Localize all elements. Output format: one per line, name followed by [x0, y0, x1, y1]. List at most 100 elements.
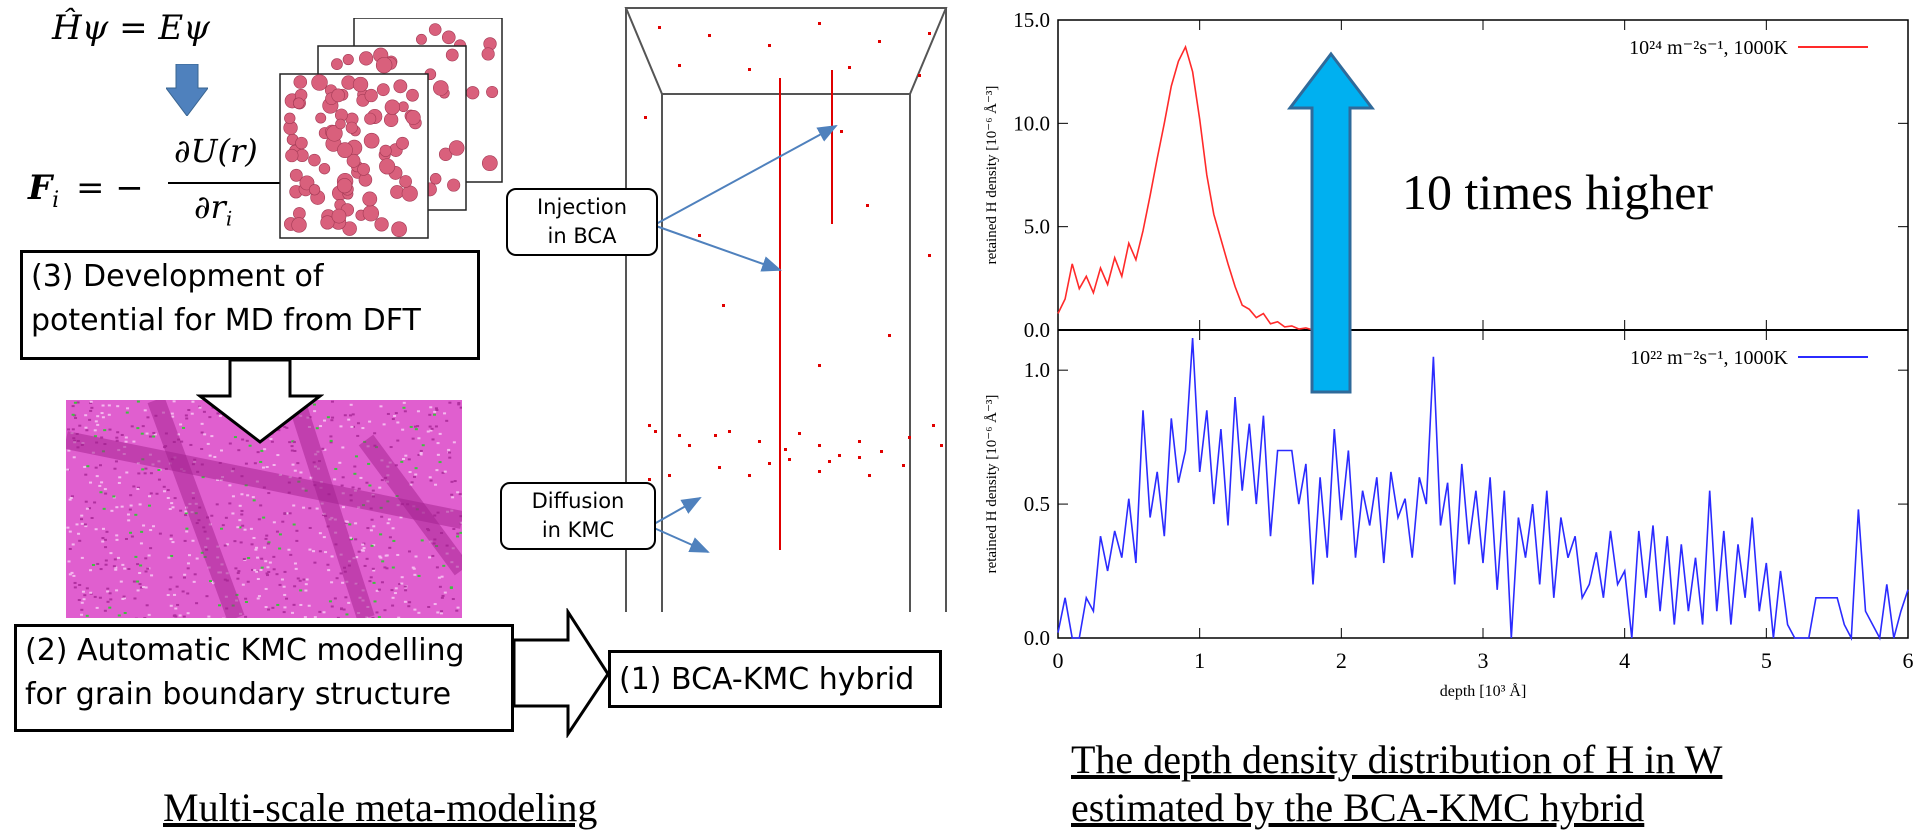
lattice-point — [381, 560, 385, 563]
atom — [308, 153, 321, 167]
force-numerator: ∂U(r) — [174, 132, 258, 170]
lattice-point — [266, 566, 270, 569]
lattice-point — [359, 476, 363, 479]
lattice-point — [108, 428, 112, 431]
lattice-point — [421, 444, 425, 447]
lattice-point — [389, 446, 393, 449]
lattice-point — [80, 522, 84, 525]
lattice-point — [178, 614, 182, 617]
atom — [481, 155, 498, 172]
lattice-point — [330, 555, 334, 558]
lattice-point — [162, 485, 166, 488]
atom — [445, 48, 459, 62]
lattice-point — [233, 540, 237, 543]
lattice-point — [174, 615, 178, 618]
atom — [396, 136, 409, 150]
atom — [390, 185, 404, 199]
atom — [362, 191, 378, 207]
lattice-point — [68, 573, 72, 576]
lattice-point — [93, 435, 97, 438]
lattice-point — [80, 514, 84, 517]
lattice-point — [124, 537, 128, 540]
lattice-point — [295, 529, 299, 532]
lattice-point — [434, 425, 438, 428]
lattice-point — [330, 581, 334, 584]
lattice-point — [322, 611, 326, 614]
lattice-point — [108, 606, 112, 609]
lattice-point — [210, 435, 214, 438]
lattice-point — [94, 420, 98, 423]
lattice-point — [370, 518, 374, 521]
lattice-point — [211, 580, 215, 583]
lattice-point — [185, 417, 189, 420]
lattice-point — [307, 604, 311, 607]
hydrogen-atom — [848, 66, 851, 69]
lattice-point — [267, 541, 271, 544]
lattice-point — [437, 576, 441, 579]
hydrogen-atom — [798, 432, 801, 435]
lattice-point — [104, 546, 108, 549]
lattice-point — [379, 556, 383, 559]
atom — [363, 132, 380, 149]
lattice-point — [431, 554, 435, 557]
lattice-point — [379, 533, 383, 536]
lattice-point — [386, 412, 390, 415]
lattice-point — [112, 565, 116, 568]
bottom-panel-ytick-label: 0.0 — [1024, 626, 1050, 650]
lattice-point — [176, 433, 180, 436]
lattice-point — [366, 527, 370, 530]
hydrogen-atom — [708, 34, 711, 37]
lattice-point — [132, 580, 136, 583]
lattice-point — [372, 581, 376, 584]
atom — [293, 75, 308, 89]
lattice-point — [411, 437, 415, 440]
lattice-point — [246, 494, 250, 497]
lattice-point — [457, 401, 461, 404]
lattice-point — [123, 611, 127, 614]
lattice-point — [266, 574, 270, 577]
atom — [466, 86, 480, 100]
lattice-point — [73, 401, 77, 404]
lattice-point — [169, 604, 173, 607]
lattice-point — [282, 585, 286, 588]
lattice-point — [282, 611, 286, 614]
lattice-point — [430, 427, 434, 430]
lattice-point — [140, 432, 144, 435]
lattice-point — [348, 523, 352, 526]
lattice-point — [170, 502, 174, 505]
lattice-point — [383, 566, 387, 569]
lattice-point — [369, 529, 373, 532]
lattice-point — [256, 597, 260, 600]
atom — [291, 217, 307, 233]
hydrogen-atom — [918, 74, 921, 77]
lattice-point — [393, 414, 397, 417]
lattice-point — [195, 557, 199, 560]
lattice-point — [151, 525, 155, 528]
lattice-point — [259, 504, 263, 507]
lattice-point — [345, 613, 349, 616]
atom — [391, 221, 407, 238]
lattice-point — [68, 547, 72, 550]
lattice-point — [299, 471, 303, 474]
lattice-point — [299, 603, 303, 606]
lattice-point — [412, 567, 416, 570]
lattice-point — [278, 583, 282, 586]
lattice-point — [210, 514, 214, 517]
lattice-point — [379, 405, 383, 408]
lattice-point — [291, 440, 295, 443]
lattice-point — [373, 600, 377, 603]
lattice-point — [115, 538, 119, 541]
lattice-point — [245, 439, 249, 442]
lattice-point — [200, 551, 204, 554]
lattice-point — [293, 562, 297, 565]
hydrogen-atom — [718, 466, 721, 469]
lattice-point — [117, 556, 121, 559]
lattice-point — [77, 532, 81, 535]
lattice-point — [143, 409, 147, 412]
lattice-point — [396, 439, 400, 442]
lattice-point — [85, 587, 89, 590]
lattice-point — [98, 596, 102, 599]
lattice-point — [433, 410, 437, 413]
hydrogen-atom — [658, 26, 661, 29]
force-denominator-subscript: i — [225, 206, 233, 231]
